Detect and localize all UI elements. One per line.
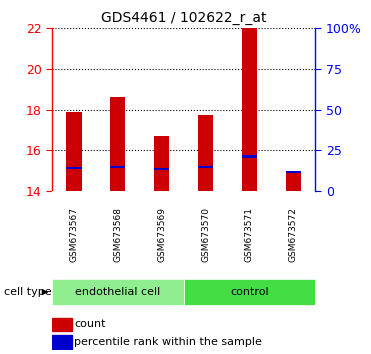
- FancyBboxPatch shape: [184, 279, 315, 305]
- Bar: [52, 318, 72, 331]
- Text: control: control: [230, 287, 269, 297]
- Text: cell type: cell type: [4, 287, 51, 297]
- Text: percentile rank within the sample: percentile rank within the sample: [75, 337, 262, 347]
- Bar: [242, 155, 257, 158]
- Bar: [154, 167, 170, 170]
- Bar: [52, 335, 72, 349]
- Bar: [286, 171, 301, 173]
- Text: endothelial cell: endothelial cell: [75, 287, 160, 297]
- Text: GSM673572: GSM673572: [289, 207, 298, 262]
- Text: GSM673568: GSM673568: [113, 207, 122, 262]
- Bar: [286, 171, 301, 191]
- Bar: [242, 28, 257, 191]
- Bar: [110, 166, 125, 168]
- Text: GSM673571: GSM673571: [245, 207, 254, 262]
- Bar: [198, 115, 213, 191]
- FancyBboxPatch shape: [52, 279, 184, 305]
- Text: GSM673570: GSM673570: [201, 207, 210, 262]
- Bar: [66, 166, 82, 169]
- Bar: [154, 136, 170, 191]
- Bar: [198, 166, 213, 168]
- Bar: [66, 112, 82, 191]
- Text: GSM673569: GSM673569: [157, 207, 166, 262]
- Bar: [110, 97, 125, 191]
- Title: GDS4461 / 102622_r_at: GDS4461 / 102622_r_at: [101, 11, 266, 24]
- Text: GSM673567: GSM673567: [69, 207, 78, 262]
- Text: count: count: [75, 319, 106, 329]
